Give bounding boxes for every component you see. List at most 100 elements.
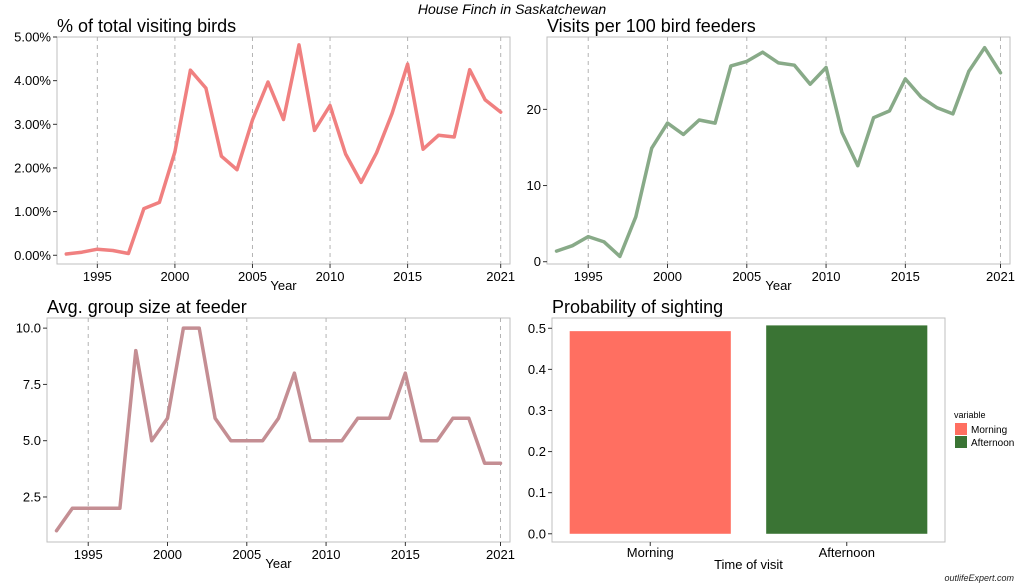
credit-text: outlifeExpert.com bbox=[944, 573, 1014, 583]
y-tick-label: 0 bbox=[534, 254, 541, 269]
data-point bbox=[245, 439, 249, 443]
data-point bbox=[86, 506, 90, 510]
y-tick-label: 1.00% bbox=[14, 204, 51, 219]
data-point bbox=[761, 50, 765, 54]
data-point bbox=[80, 250, 84, 254]
data-point bbox=[375, 151, 379, 155]
data-point bbox=[372, 416, 376, 420]
data-point bbox=[197, 326, 201, 330]
y-tick-label: 0.00% bbox=[14, 248, 51, 263]
data-point bbox=[681, 133, 685, 137]
y-tick-label: 3.00% bbox=[14, 117, 51, 132]
data-point bbox=[111, 248, 115, 252]
data-point bbox=[483, 461, 487, 465]
data-point bbox=[777, 61, 780, 65]
panel-title: Probability of sighting bbox=[552, 297, 723, 317]
data-point bbox=[697, 118, 701, 122]
data-point bbox=[313, 128, 317, 132]
y-tick-label: 10 bbox=[527, 178, 541, 193]
data-point bbox=[282, 118, 285, 122]
panel-group-size: Avg. group size at feeder 2.5 5.0 7.5 10.0 19… bbox=[16, 297, 515, 571]
data-point bbox=[219, 154, 223, 158]
y-tick-label: 7.5 bbox=[23, 377, 41, 392]
figure-title: House Finch in Saskatchewan bbox=[417, 1, 607, 17]
data-point bbox=[166, 416, 170, 420]
legend-label-afternoon: Afternoon bbox=[971, 438, 1014, 449]
data-point bbox=[856, 164, 860, 168]
data-point bbox=[998, 71, 1002, 75]
data-point bbox=[324, 439, 328, 443]
x-tick-label: 2000 bbox=[653, 269, 682, 284]
y-tick-label: 5.0 bbox=[23, 433, 41, 448]
data-point bbox=[887, 109, 891, 113]
y-tick-label: 0.3 bbox=[528, 403, 546, 418]
data-point bbox=[618, 254, 622, 258]
y-tick-label: 0.4 bbox=[528, 362, 546, 377]
data-point bbox=[452, 135, 456, 139]
data-point bbox=[390, 111, 394, 115]
data-point bbox=[359, 180, 363, 184]
data-point bbox=[173, 150, 177, 154]
data-point bbox=[498, 461, 502, 465]
legend-swatch-afternoon bbox=[955, 436, 967, 448]
x-tick-label: 2005 bbox=[732, 269, 761, 284]
y-tick-label: 2.5 bbox=[23, 489, 41, 504]
data-point bbox=[967, 69, 971, 73]
data-point bbox=[213, 416, 217, 420]
series-line bbox=[54, 326, 503, 533]
panel-percent-visiting: % of total visiting birds 0.00% 1.00% 2.00%… bbox=[14, 16, 515, 293]
plot-frame bbox=[46, 317, 511, 543]
data-point bbox=[292, 371, 296, 375]
data-point bbox=[328, 104, 332, 108]
data-point bbox=[499, 110, 503, 114]
bar-morning bbox=[569, 331, 731, 534]
panel-visits-per-100: Visits per 100 bird feeders 0 10 20 1995 2000… bbox=[527, 16, 1015, 293]
y-tick-label: 10.0 bbox=[16, 321, 41, 336]
legend-label-morning: Morning bbox=[971, 425, 1007, 436]
data-point bbox=[666, 121, 670, 125]
data-point bbox=[229, 439, 233, 443]
x-tick-label: 2000 bbox=[153, 547, 182, 562]
y-tick-label: 5.00% bbox=[14, 30, 51, 45]
data-point bbox=[983, 46, 987, 50]
y-tick-label: 0.1 bbox=[528, 485, 546, 500]
y-tick-label: 0.5 bbox=[528, 321, 546, 336]
x-axis-label: Year bbox=[265, 556, 292, 571]
data-point bbox=[872, 116, 876, 120]
data-point bbox=[150, 439, 154, 443]
data-point bbox=[403, 371, 407, 375]
data-point bbox=[134, 349, 138, 353]
panel-probability-sighting: Probability of sighting 0.0 0.1 0.2 0.3 0.4 0.… bbox=[528, 297, 1014, 572]
y-tick-label: 2.00% bbox=[14, 160, 51, 175]
x-tick-label: 2015 bbox=[891, 269, 920, 284]
data-point bbox=[451, 416, 455, 420]
data-point bbox=[840, 130, 844, 134]
data-point bbox=[419, 439, 423, 443]
x-axis-label: Year bbox=[765, 278, 792, 293]
data-point bbox=[70, 506, 74, 510]
x-axis-label: Time of visit bbox=[714, 557, 783, 572]
plot-frame bbox=[546, 36, 1011, 265]
data-point bbox=[277, 416, 280, 420]
data-point bbox=[340, 439, 344, 443]
data-point bbox=[421, 147, 425, 151]
y-tick-label: 20 bbox=[527, 102, 541, 117]
data-point bbox=[935, 106, 939, 110]
series-line bbox=[64, 43, 503, 256]
data-point bbox=[55, 529, 59, 533]
plot-frame bbox=[551, 317, 946, 543]
data-point bbox=[142, 207, 146, 211]
data-point bbox=[745, 59, 749, 63]
data-point bbox=[919, 95, 923, 99]
data-point bbox=[118, 506, 122, 510]
data-point bbox=[483, 98, 487, 102]
panel-title: Avg. group size at feeder bbox=[47, 297, 247, 317]
series-line bbox=[554, 45, 1003, 259]
y-tick-label: 0.2 bbox=[528, 444, 546, 459]
data-point bbox=[181, 326, 185, 330]
data-point bbox=[250, 118, 254, 122]
x-tick-label: Afternoon bbox=[819, 545, 875, 560]
data-point bbox=[204, 86, 208, 90]
data-point bbox=[467, 416, 471, 420]
plot-frame bbox=[56, 36, 511, 265]
